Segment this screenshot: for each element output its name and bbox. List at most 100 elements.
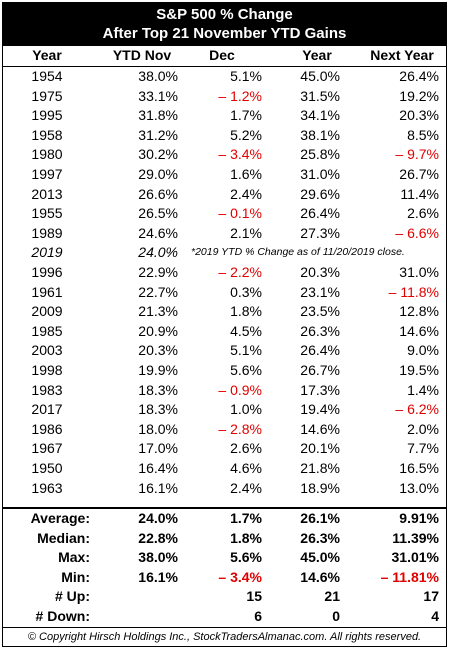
cell-ytd-nov: 24.0%: [138, 244, 178, 261]
cell-next-year: – 9.7%: [395, 146, 439, 163]
cell-year-change: 20.3%: [300, 264, 340, 280]
cell-next-year: 31.0%: [399, 264, 439, 280]
cell-year: 1950: [31, 460, 63, 476]
cell-year: 1996: [31, 264, 63, 280]
cell-dec: – 2.8%: [218, 420, 262, 437]
header-row: Year YTD Nov Dec Year Next Year: [2, 46, 447, 66]
cell-dec: 4.6%: [230, 460, 262, 476]
cell-year: 1986: [31, 420, 63, 437]
cell-year-change: 34.1%: [300, 107, 340, 124]
cell-year: 1983: [31, 381, 63, 398]
cell-year: 1975: [31, 87, 63, 104]
cell-ytd-nov: 17.0%: [138, 440, 178, 457]
cell-dec: 2.4%: [230, 479, 262, 496]
copyright-text: © Copyright Hirsch Holdings Inc., StockT…: [27, 631, 422, 643]
table-row: 1963 16.1% 2.4% 18.9% 13.0%: [2, 479, 447, 499]
title-line-1: S&P 500 % Change: [156, 6, 293, 23]
cell-year-change: 26.4%: [300, 205, 340, 222]
summary-ytd-nov: 24.0%: [138, 510, 178, 526]
summary-year-change: 0: [332, 608, 340, 624]
cell-next-year: – 6.2%: [395, 401, 439, 418]
cell-ytd-nov: 16.1%: [138, 479, 178, 496]
cell-next-year: 9.0%: [407, 342, 439, 359]
cell-year: 1958: [31, 126, 63, 143]
table-row: 1955 26.5% – 0.1% 26.4% 2.6%: [2, 204, 447, 224]
table-border: [2, 2, 447, 647]
cell-year-change: 20.1%: [300, 440, 340, 457]
cell-ytd-nov: 26.5%: [138, 205, 178, 222]
summary-dec: – 3.4%: [218, 568, 262, 585]
cell-dec: – 2.2%: [218, 264, 262, 280]
cell-year: 2013: [31, 185, 63, 202]
cell-ytd-nov: 18.0%: [138, 420, 178, 437]
cell-dec: 4.5%: [230, 322, 262, 339]
table-row: 1980 30.2% – 3.4% 25.8% – 9.7%: [2, 145, 447, 165]
header-divider: [2, 66, 447, 67]
cell-year: 2019: [31, 244, 63, 261]
table-row: 1967 17.0% 2.6% 20.1% 7.7%: [2, 439, 447, 459]
cell-next-year: 20.3%: [399, 107, 439, 124]
cell-dec: – 0.9%: [218, 381, 262, 398]
cell-ytd-nov: 31.8%: [138, 107, 178, 124]
cell-year: 1955: [31, 205, 63, 222]
cell-year: 1961: [31, 283, 63, 300]
cell-next-year: 19.2%: [399, 87, 439, 104]
cell-year-change: 17.3%: [300, 381, 340, 398]
cell-year: 1967: [31, 440, 63, 457]
cell-dec: – 0.1%: [218, 205, 262, 222]
summary-label: # Down:: [35, 608, 90, 624]
summary-row: # Down: 6 0 4: [2, 607, 447, 627]
cell-dec: 2.1%: [230, 224, 262, 241]
summary-year-change: 26.1%: [300, 510, 340, 526]
cell-next-year: 1.4%: [407, 381, 439, 398]
cell-next-year: 19.5%: [399, 362, 439, 378]
cell-dec: 5.1%: [230, 68, 262, 84]
table-title: S&P 500 % Change After Top 21 November Y…: [2, 2, 447, 46]
table-row: 1983 18.3% – 0.9% 17.3% 1.4%: [2, 381, 447, 401]
cell-dec: – 3.4%: [218, 146, 262, 163]
cell-ytd-nov: 18.3%: [138, 401, 178, 418]
table-row: 1961 22.7% 0.3% 23.1% – 11.8%: [2, 283, 447, 303]
cell-ytd-nov: 20.3%: [138, 342, 178, 359]
cell-ytd-nov: 21.3%: [138, 303, 178, 320]
cell-dec: 5.2%: [230, 126, 262, 143]
table-row: 1995 31.8% 1.7% 34.1% 20.3%: [2, 106, 447, 126]
cell-ytd-nov: 30.2%: [138, 146, 178, 163]
cell-next-year: 12.8%: [399, 303, 439, 320]
cell-ytd-nov: 29.0%: [138, 166, 178, 182]
cell-next-year: 26.7%: [399, 166, 439, 182]
cell-next-year: 8.5%: [407, 126, 439, 143]
cell-dec: 1.0%: [230, 401, 262, 418]
table-row: 1989 24.6% 2.1% 27.3% – 6.6%: [2, 224, 447, 244]
cell-ytd-nov: 22.7%: [138, 283, 178, 300]
cell-next-year: – 6.6%: [395, 224, 439, 241]
footnote-2019: *2019 YTD % Change as of 11/20/2019 clos…: [191, 246, 405, 259]
summary-row: # Up: 15 21 17: [2, 587, 447, 607]
cell-dec: 0.3%: [230, 283, 262, 300]
summary-ytd-nov: 38.0%: [138, 549, 178, 566]
cell-ytd-nov: 20.9%: [138, 322, 178, 339]
cell-year-change: 26.7%: [300, 362, 340, 378]
cell-year-change: 23.1%: [300, 283, 340, 300]
cell-next-year: 13.0%: [399, 479, 439, 496]
cell-ytd-nov: 16.4%: [138, 460, 178, 476]
summary-next-year: – 11.81%: [380, 568, 439, 585]
cell-year-change: 26.3%: [300, 322, 340, 339]
table-row: 2019 24.0% *2019 YTD % Change as of 11/20/…: [2, 243, 447, 263]
cell-dec: 2.6%: [230, 440, 262, 457]
table-row: 2003 20.3% 5.1% 26.4% 9.0%: [2, 341, 447, 361]
cell-year: 1997: [31, 166, 63, 182]
cell-ytd-nov: 22.9%: [138, 264, 178, 280]
cell-next-year: 2.6%: [407, 205, 439, 222]
cell-ytd-nov: 18.3%: [138, 381, 178, 398]
cell-next-year: 7.7%: [407, 440, 439, 457]
cell-year-change: 38.1%: [300, 126, 340, 143]
cell-year-change: 21.8%: [300, 460, 340, 476]
summary-next-year: 31.01%: [391, 549, 439, 566]
summary-year-change: 14.6%: [300, 568, 340, 585]
cell-year-change: 26.4%: [300, 342, 340, 359]
cell-year-change: 31.0%: [300, 166, 340, 182]
summary-label: # Up:: [55, 588, 90, 605]
summary-next-year: 17: [423, 588, 439, 605]
cell-dec: 1.7%: [230, 107, 262, 124]
